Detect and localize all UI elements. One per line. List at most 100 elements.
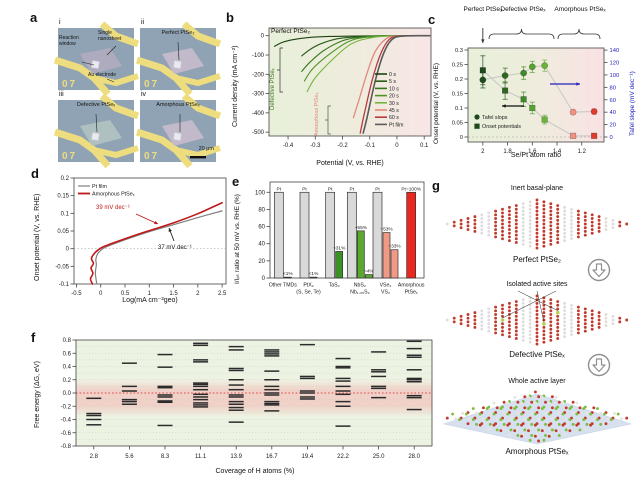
svg-text:-0.2: -0.2 [337, 143, 348, 149]
micrograph-ii-label: ii [141, 19, 145, 26]
chart-e-ylabel: I/Iₚₜ ratio at 50 mV vs. RHE (%) [234, 194, 241, 284]
svg-text:5.6: 5.6 [125, 454, 134, 460]
svg-text:0: 0 [460, 135, 463, 141]
svg-text:80: 80 [258, 207, 265, 213]
svg-text:100: 100 [255, 190, 266, 196]
svg-text:100: 100 [610, 73, 620, 79]
svg-text:0 s: 0 s [389, 72, 396, 78]
svg-text:Pt film: Pt film [389, 122, 403, 128]
svg-text:0.15: 0.15 [57, 194, 69, 200]
svg-text:0: 0 [610, 135, 613, 141]
svg-text:45 s: 45 s [389, 108, 399, 114]
svg-text:Other TMDs: Other TMDs [269, 283, 298, 289]
micrograph-ii-image: 07 [135, 21, 222, 97]
svg-text:0.0: 0.0 [63, 391, 72, 397]
svg-text:80: 80 [610, 85, 616, 91]
svg-text:2: 2 [196, 291, 200, 297]
svg-text:1.4: 1.4 [553, 149, 562, 155]
defective-ptsex-caption: Defective PtSeₓ [509, 350, 565, 359]
svg-text:11.1: 11.1 [195, 454, 207, 460]
chart-c-group-defective: Defective PtSeₓ [500, 6, 546, 13]
svg-text:2.5: 2.5 [218, 291, 227, 297]
defective-ptsex-title: Defective PtSeₓ [76, 102, 116, 108]
svg-text:Nb₁.₃₅S₂: Nb₁.₃₅S₂ [350, 290, 370, 296]
inert-basal-plane-caption: Inert basal-plane [510, 185, 564, 192]
micrograph-iv-image: 07 [135, 93, 222, 169]
svg-text:0.05: 0.05 [452, 121, 463, 127]
svg-text:60: 60 [258, 225, 265, 231]
svg-text:1: 1 [148, 291, 152, 297]
svg-text:<1%: <1% [309, 271, 319, 277]
svg-text:28.0: 28.0 [408, 454, 420, 460]
svg-text:40: 40 [258, 242, 265, 248]
svg-text:-200: -200 [252, 72, 265, 78]
chart-b-inner-title: Perfect PtSe₂ [271, 28, 311, 35]
panel-b-label: b [226, 10, 234, 25]
svg-text:0.1: 0.1 [455, 106, 463, 112]
svg-text:-500: -500 [252, 130, 265, 136]
chart-b-canvas: 0 -100 -200 -300 -400 -500 -0.4 -0.3 -0.2 -0.1 0 0.… [252, 27, 432, 149]
svg-text:Pt: Pt [350, 186, 355, 192]
svg-text:07: 07 [144, 79, 159, 90]
svg-text:Pt: Pt [375, 186, 380, 192]
svg-text:Amorphous: Amorphous [398, 283, 425, 289]
svg-text:Pt: Pt [302, 186, 307, 192]
amorphous-ptsex-lattice [442, 390, 633, 445]
chart-c-ylabel-left: Onset potential (V, vs. RHE) [433, 62, 440, 144]
chart-c-group-perfect: Perfect PtSe₂ [463, 6, 503, 13]
svg-text:~53%: ~53% [380, 227, 393, 233]
svg-text:-0.3: -0.3 [310, 143, 321, 149]
svg-text:22.2: 22.2 [337, 454, 349, 460]
svg-text:25.0: 25.0 [373, 454, 385, 460]
svg-text:07: 07 [62, 151, 77, 162]
au-electrode-annotation: Au electrode [88, 72, 117, 78]
svg-text:Pt: Pt [277, 186, 282, 192]
whole-active-layer-caption: Whole active layer [508, 378, 566, 385]
svg-text:Pt film: Pt film [92, 184, 107, 190]
panel-a-label: a [30, 10, 38, 25]
chart-c-canvas: 0 0.05 0.1 0.15 0.2 0.25 0.3 0 20 40 60 80 100 120 140… [452, 28, 620, 155]
svg-text:-100: -100 [252, 53, 265, 59]
down-arrow-icon [587, 353, 611, 377]
svg-text:1.8: 1.8 [503, 149, 512, 155]
svg-text:0.2: 0.2 [61, 176, 70, 182]
micrograph-i-label: i [59, 19, 61, 26]
svg-text:0: 0 [66, 247, 70, 253]
svg-text:07: 07 [144, 151, 159, 162]
chart-b-ylabel: Current density (mA cm⁻²) [232, 45, 239, 128]
svg-text:PtSeₓ: PtSeₓ [405, 290, 418, 296]
svg-text:PtX₂: PtX₂ [303, 283, 313, 289]
chart-d-canvas: -0.1 -0.05 0 0.05 0.1 0.15 0.2 -0.5 0 0.5 1 1.5 2 2.5… [55, 176, 227, 297]
svg-text:Onset potentials: Onset potentials [482, 124, 521, 130]
svg-text:0: 0 [99, 291, 103, 297]
svg-text:-0.8: -0.8 [61, 444, 72, 450]
chart-f-xlabel: Coverage of H atoms (%) [215, 468, 295, 475]
svg-text:07: 07 [62, 79, 77, 90]
micrograph-iii-label: iii [59, 91, 64, 98]
svg-text:20: 20 [258, 259, 265, 265]
reaction-window-annotation: Reaction window [59, 35, 79, 47]
svg-text:~33%: ~33% [388, 244, 401, 250]
chart-f-ylabel: Free energy (ΔG, eV) [34, 361, 41, 428]
svg-text:0: 0 [395, 143, 399, 149]
isolated-active-sites-caption: Isolated active sites [506, 281, 568, 288]
chart-c-ylabel-right: Tafel slope (mV dec⁻¹) [629, 71, 636, 136]
chart-d-xlabel: Log(mA cm⁻²geo) [122, 297, 178, 304]
svg-text:19.4: 19.4 [302, 454, 314, 460]
svg-text:20: 20 [610, 123, 616, 129]
svg-text:-0.6: -0.6 [61, 431, 72, 437]
svg-text:Pt: Pt [328, 186, 333, 192]
svg-text:0: 0 [262, 276, 266, 282]
svg-text:0.3: 0.3 [455, 48, 463, 54]
svg-text:0.5: 0.5 [121, 291, 130, 297]
svg-text:8.3: 8.3 [161, 454, 170, 460]
svg-text:~31%: ~31% [333, 245, 346, 251]
single-nanosheet-annotation: Single nanosheet [98, 30, 122, 42]
svg-text:-400: -400 [252, 111, 265, 117]
svg-text:0.1: 0.1 [420, 143, 429, 149]
svg-text:-0.1: -0.1 [59, 282, 70, 288]
svg-text:0.6: 0.6 [63, 351, 72, 357]
chart-e-canvas: 0 20 40 60 80 100 Pt <1% Other TMDs Pt <1% PtX₂(S, … [255, 181, 425, 296]
chart-f-canvas: -0.8 -0.6 -0.4 -0.2 0.0 0.2 0.4 0.6 0.8 2.8 5.6 8.3… [61, 338, 433, 460]
